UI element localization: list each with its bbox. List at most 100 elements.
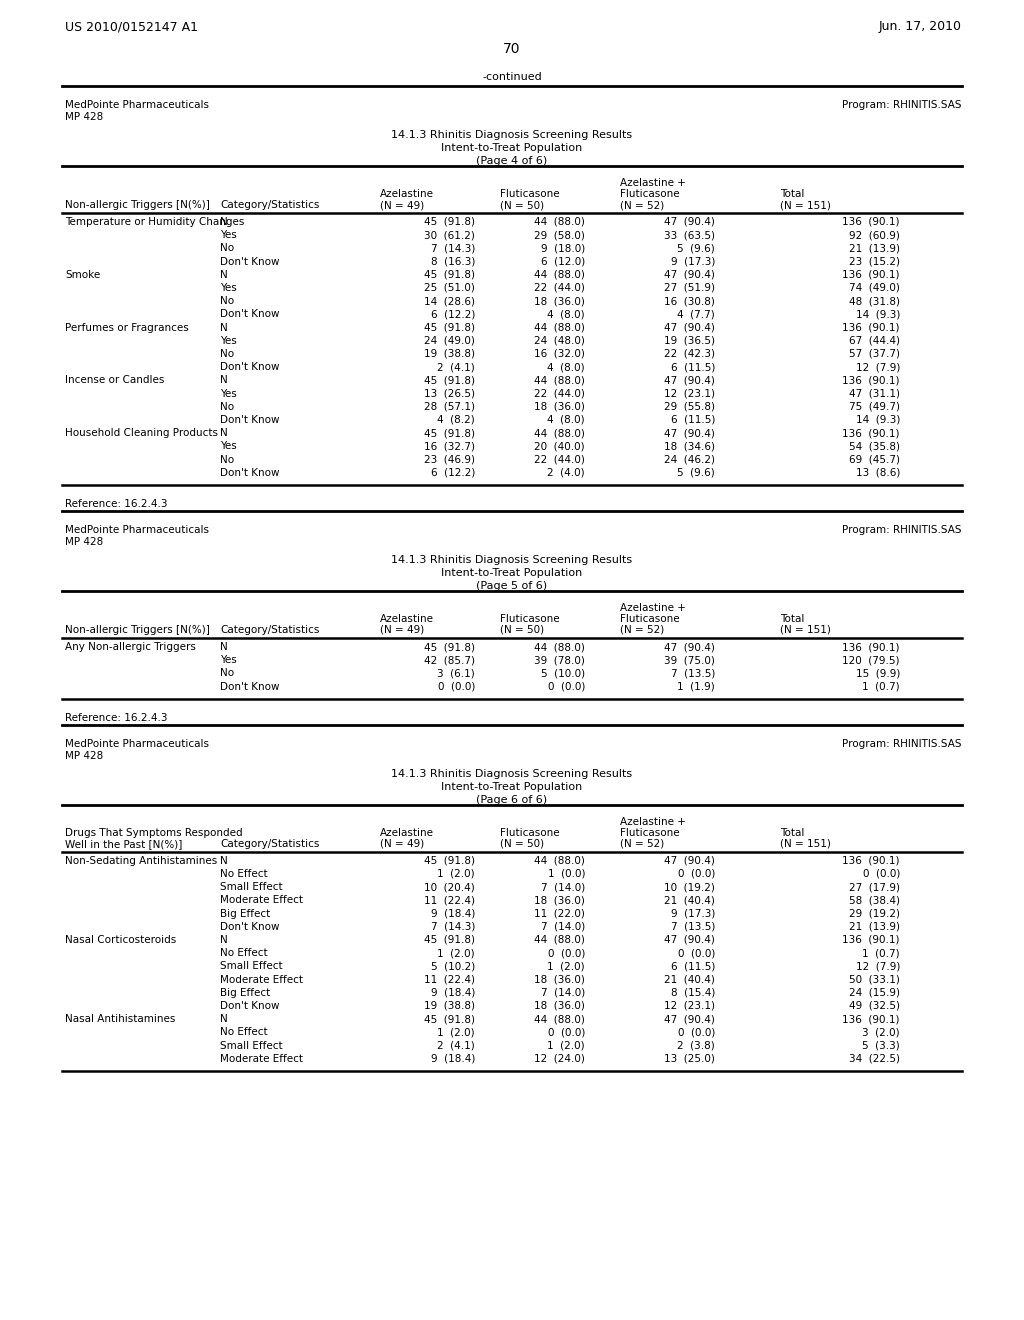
Text: 22  (42.3): 22 (42.3) [664, 348, 715, 359]
Text: 2  (4.1): 2 (4.1) [437, 362, 475, 372]
Text: 24  (49.0): 24 (49.0) [424, 335, 475, 346]
Text: 10  (20.4): 10 (20.4) [424, 882, 475, 892]
Text: 1  (2.0): 1 (2.0) [548, 961, 585, 972]
Text: 16  (32.0): 16 (32.0) [535, 348, 585, 359]
Text: 29  (19.2): 29 (19.2) [849, 908, 900, 919]
Text: 0  (0.0): 0 (0.0) [862, 869, 900, 879]
Text: (N = 151): (N = 151) [780, 624, 830, 635]
Text: 12  (24.0): 12 (24.0) [535, 1053, 585, 1064]
Text: 136  (90.1): 136 (90.1) [843, 642, 900, 652]
Text: 44  (88.0): 44 (88.0) [535, 216, 585, 227]
Text: 44  (88.0): 44 (88.0) [535, 855, 585, 866]
Text: 1  (2.0): 1 (2.0) [437, 869, 475, 879]
Text: 11  (22.0): 11 (22.0) [535, 908, 585, 919]
Text: 18  (36.0): 18 (36.0) [535, 895, 585, 906]
Text: 9  (18.4): 9 (18.4) [431, 908, 475, 919]
Text: 8  (16.3): 8 (16.3) [431, 256, 475, 267]
Text: Small Effect: Small Effect [220, 882, 283, 892]
Text: 70: 70 [503, 42, 521, 55]
Text: 136  (90.1): 136 (90.1) [843, 375, 900, 385]
Text: 33  (63.5): 33 (63.5) [664, 230, 715, 240]
Text: (N = 50): (N = 50) [500, 201, 544, 210]
Text: N: N [220, 1014, 227, 1024]
Text: (Page 5 of 6): (Page 5 of 6) [476, 581, 548, 591]
Text: No Effect: No Effect [220, 1027, 267, 1038]
Text: 9  (18.0): 9 (18.0) [541, 243, 585, 253]
Text: 45  (91.8): 45 (91.8) [424, 935, 475, 945]
Text: 29  (55.8): 29 (55.8) [664, 401, 715, 412]
Text: 6  (11.5): 6 (11.5) [671, 414, 715, 425]
Text: Category/Statistics: Category/Statistics [220, 838, 319, 849]
Text: Total: Total [780, 828, 805, 838]
Text: 10  (19.2): 10 (19.2) [665, 882, 715, 892]
Text: 39  (78.0): 39 (78.0) [535, 655, 585, 665]
Text: 1  (2.0): 1 (2.0) [548, 1040, 585, 1051]
Text: 136  (90.1): 136 (90.1) [843, 1014, 900, 1024]
Text: Don't Know: Don't Know [220, 414, 280, 425]
Text: 45  (91.8): 45 (91.8) [424, 1014, 475, 1024]
Text: 136  (90.1): 136 (90.1) [843, 935, 900, 945]
Text: Azelastine: Azelastine [380, 614, 434, 624]
Text: Intent-to-Treat Population: Intent-to-Treat Population [441, 143, 583, 153]
Text: Azelastine +: Azelastine + [620, 178, 686, 187]
Text: 1  (0.7): 1 (0.7) [862, 948, 900, 958]
Text: 21  (13.9): 21 (13.9) [849, 921, 900, 932]
Text: Moderate Effect: Moderate Effect [220, 974, 303, 985]
Text: US 2010/0152147 A1: US 2010/0152147 A1 [65, 20, 198, 33]
Text: Intent-to-Treat Population: Intent-to-Treat Population [441, 781, 583, 792]
Text: 45  (91.8): 45 (91.8) [424, 269, 475, 280]
Text: 44  (88.0): 44 (88.0) [535, 375, 585, 385]
Text: MedPointe Pharmaceuticals: MedPointe Pharmaceuticals [65, 100, 209, 110]
Text: 34  (22.5): 34 (22.5) [849, 1053, 900, 1064]
Text: 15  (9.9): 15 (9.9) [856, 668, 900, 678]
Text: 39  (75.0): 39 (75.0) [665, 655, 715, 665]
Text: N: N [220, 428, 227, 438]
Text: 45  (91.8): 45 (91.8) [424, 855, 475, 866]
Text: 136  (90.1): 136 (90.1) [843, 269, 900, 280]
Text: 47  (90.4): 47 (90.4) [665, 1014, 715, 1024]
Text: 6  (12.2): 6 (12.2) [431, 467, 475, 478]
Text: (N = 52): (N = 52) [620, 201, 665, 210]
Text: 2  (4.0): 2 (4.0) [548, 467, 585, 478]
Text: 4  (8.0): 4 (8.0) [548, 362, 585, 372]
Text: Yes: Yes [220, 441, 237, 451]
Text: No Effect: No Effect [220, 869, 267, 879]
Text: 0  (0.0): 0 (0.0) [548, 948, 585, 958]
Text: Small Effect: Small Effect [220, 1040, 283, 1051]
Text: 47  (90.4): 47 (90.4) [665, 375, 715, 385]
Text: 24  (46.2): 24 (46.2) [664, 454, 715, 465]
Text: N: N [220, 269, 227, 280]
Text: 47  (90.4): 47 (90.4) [665, 269, 715, 280]
Text: 20  (40.0): 20 (40.0) [535, 441, 585, 451]
Text: 24  (48.0): 24 (48.0) [535, 335, 585, 346]
Text: N: N [220, 935, 227, 945]
Text: N: N [220, 216, 227, 227]
Text: 13  (26.5): 13 (26.5) [424, 388, 475, 399]
Text: 14.1.3 Rhinitis Diagnosis Screening Results: 14.1.3 Rhinitis Diagnosis Screening Resu… [391, 768, 633, 779]
Text: Don't Know: Don't Know [220, 309, 280, 319]
Text: Reference: 16.2.4.3: Reference: 16.2.4.3 [65, 713, 168, 723]
Text: 11  (22.4): 11 (22.4) [424, 895, 475, 906]
Text: 42  (85.7): 42 (85.7) [424, 655, 475, 665]
Text: MedPointe Pharmaceuticals: MedPointe Pharmaceuticals [65, 525, 209, 535]
Text: 5  (10.2): 5 (10.2) [431, 961, 475, 972]
Text: N: N [220, 375, 227, 385]
Text: 18  (34.6): 18 (34.6) [664, 441, 715, 451]
Text: 18  (36.0): 18 (36.0) [535, 296, 585, 306]
Text: 0  (0.0): 0 (0.0) [437, 681, 475, 692]
Text: Jun. 17, 2010: Jun. 17, 2010 [879, 20, 962, 33]
Text: Drugs That Symptoms Responded: Drugs That Symptoms Responded [65, 828, 243, 838]
Text: No: No [220, 668, 234, 678]
Text: Azelastine +: Azelastine + [620, 603, 686, 612]
Text: No: No [220, 401, 234, 412]
Text: 6  (12.2): 6 (12.2) [431, 309, 475, 319]
Text: 6  (11.5): 6 (11.5) [671, 961, 715, 972]
Text: 0  (0.0): 0 (0.0) [548, 1027, 585, 1038]
Text: 120  (79.5): 120 (79.5) [843, 655, 900, 665]
Text: (Page 4 of 6): (Page 4 of 6) [476, 156, 548, 166]
Text: 1  (2.0): 1 (2.0) [437, 948, 475, 958]
Text: Fluticasone: Fluticasone [620, 189, 680, 199]
Text: 14.1.3 Rhinitis Diagnosis Screening Results: 14.1.3 Rhinitis Diagnosis Screening Resu… [391, 129, 633, 140]
Text: 16  (30.8): 16 (30.8) [665, 296, 715, 306]
Text: N: N [220, 642, 227, 652]
